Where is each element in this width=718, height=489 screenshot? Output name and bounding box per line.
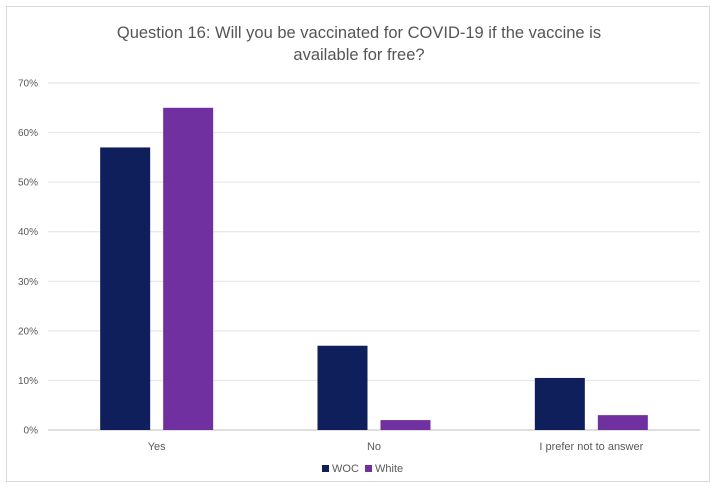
y-tick-label: 0% xyxy=(24,426,39,437)
y-tick-label: 50% xyxy=(18,178,38,189)
x-category-label: I prefer not to answer xyxy=(539,441,643,453)
y-tick-label: 40% xyxy=(18,227,38,238)
legend-label-white: White xyxy=(375,463,403,475)
legend-swatch-woc xyxy=(322,465,329,472)
y-tick-label: 30% xyxy=(18,277,38,288)
y-tick-label: 20% xyxy=(18,326,38,337)
bar-woc-2 xyxy=(534,377,585,430)
legend-label-woc: WOC xyxy=(332,463,359,475)
y-tick-label: 60% xyxy=(18,128,38,139)
bar-white-0 xyxy=(163,107,214,431)
bar-woc-0 xyxy=(100,147,151,430)
legend-swatch-white xyxy=(365,465,372,472)
y-tick-label: 10% xyxy=(18,376,38,387)
y-tick-label: 70% xyxy=(18,79,38,90)
bar-white-2 xyxy=(597,415,648,430)
bar-white-1 xyxy=(380,420,431,430)
x-category-label: No xyxy=(367,441,381,453)
bar-woc-1 xyxy=(317,345,368,430)
chart-title-line-2: available for free? xyxy=(293,46,425,64)
chart-title: Question 16: Will you be vaccinated for … xyxy=(0,22,718,66)
chart-title-line-1: Question 16: Will you be vaccinated for … xyxy=(116,24,602,42)
x-category-label: Yes xyxy=(148,441,166,453)
